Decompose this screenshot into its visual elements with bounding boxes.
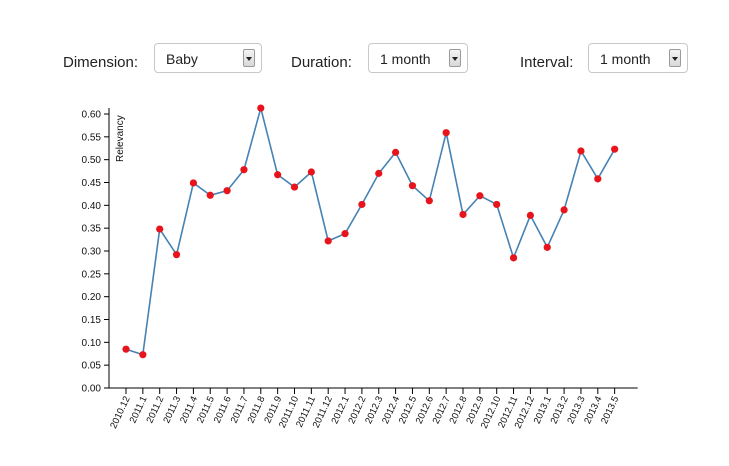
chevron-down-icon[interactable] <box>243 49 255 67</box>
y-axis-label: Relevancy <box>115 115 126 162</box>
data-point <box>594 175 602 183</box>
data-point <box>324 237 332 245</box>
dimension-select[interactable]: Baby <box>154 43 262 73</box>
data-point <box>290 183 299 191</box>
data-point <box>139 351 147 359</box>
x-tick-label: 2010.12 <box>108 395 132 431</box>
series-line <box>125 104 616 356</box>
data-point <box>156 225 164 233</box>
dimension-value: Baby <box>166 51 198 67</box>
data-point <box>206 191 214 199</box>
y-tick-label: 0.05 <box>82 361 102 372</box>
data-point <box>358 200 366 209</box>
data-point <box>611 145 619 153</box>
data-point <box>392 148 400 156</box>
data-point <box>240 166 248 174</box>
y-tick-label: 0.25 <box>82 269 102 280</box>
data-point <box>375 169 383 177</box>
data-point <box>543 243 551 251</box>
data-point <box>274 171 282 179</box>
data-point <box>425 197 433 205</box>
data-point <box>341 230 349 238</box>
data-point <box>442 129 450 137</box>
data-point <box>493 200 501 209</box>
relevancy-line-chart: 0.00 0.05 0.10 0.15 0.20 0.25 0.30 0.35 0.40 0.45… <box>82 104 638 431</box>
data-point <box>189 179 197 187</box>
data-point <box>476 192 484 200</box>
duration-label: Duration: <box>291 54 352 71</box>
y-tick-label: 0.40 <box>82 201 102 212</box>
y-tick-label: 0.50 <box>82 155 102 166</box>
interval-select[interactable]: 1 month <box>588 43 688 73</box>
interval-label: Interval: <box>520 54 574 71</box>
data-point <box>408 182 417 190</box>
data-point <box>172 251 181 259</box>
data-point <box>526 211 535 219</box>
series-group <box>122 104 619 359</box>
y-tick-label: 0.10 <box>82 338 102 349</box>
y-tick-label: 0.00 <box>82 384 102 395</box>
duration-select[interactable]: 1 month <box>368 43 468 73</box>
y-tick-label: 0.60 <box>82 110 102 121</box>
data-point <box>459 210 467 219</box>
data-point <box>577 147 585 155</box>
controls-bar: Dimension: Baby Duration: 1 month Interv… <box>0 0 729 90</box>
y-tick-label: 0.35 <box>82 224 102 235</box>
dimension-label: Dimension: <box>63 54 139 71</box>
y-tick-label: 0.15 <box>82 315 102 326</box>
chevron-down-icon[interactable] <box>669 49 681 67</box>
y-tick-label: 0.45 <box>82 178 102 189</box>
data-point <box>223 187 231 195</box>
data-point <box>122 345 130 353</box>
chevron-down-icon[interactable] <box>449 49 461 67</box>
y-tick-label: 0.30 <box>82 247 102 258</box>
data-point <box>560 206 568 214</box>
data-point <box>307 168 315 176</box>
y-tick-label: 0.20 <box>82 292 102 303</box>
y-tick-label: 0.55 <box>82 132 102 143</box>
x-axis: 2010.122011.12011.22011.32011.42011.5201… <box>108 387 638 431</box>
data-point <box>257 104 265 112</box>
duration-value: 1 month <box>380 51 431 67</box>
data-point <box>509 254 518 262</box>
interval-value: 1 month <box>600 51 651 67</box>
y-axis: 0.00 0.05 0.10 0.15 0.20 0.25 0.30 0.35 0.40 0.45… <box>82 108 110 395</box>
